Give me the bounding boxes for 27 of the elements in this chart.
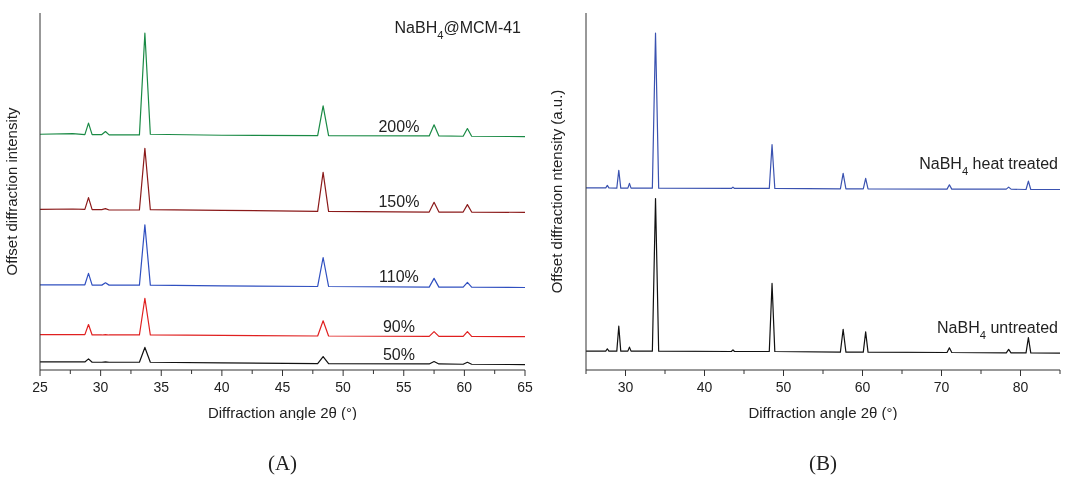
y-axis-title: Offset diffraction intensity (3, 107, 21, 276)
series-label: 150% (378, 193, 420, 211)
x-tick-label: 80 (1012, 379, 1029, 395)
x-tick-label: 55 (395, 379, 412, 395)
x-tick-label: 45 (274, 379, 291, 395)
series-label: 110% (379, 268, 419, 286)
series-label: 50% (382, 345, 415, 363)
x-tick-label: 65 (517, 379, 533, 395)
text: (B) (809, 451, 837, 475)
x-tick-label: 70 (933, 379, 950, 395)
x-tick-label: 50 (335, 379, 352, 395)
series-label: NaBH$_{4}$ heat treated (919, 155, 1058, 178)
x-tick-label: 60 (854, 379, 871, 395)
annotation: NaBH$_{4}$@MCM-41 (394, 19, 522, 41)
x-tick-label: 25 (32, 379, 48, 395)
y-axis-title: Offset diffraction ntensity (a.u.) (548, 89, 566, 294)
series-label: NaBH$_{4}$ untreated (937, 319, 1058, 342)
x-tick-label: 35 (153, 379, 170, 395)
x-tick-label: 40 (214, 379, 230, 395)
x-tick-label: 30 (92, 379, 109, 395)
x-tick-label: 30 (617, 379, 634, 395)
series-label: 90% (382, 317, 415, 335)
x-tick-label: 60 (456, 379, 473, 395)
text: (A) (267, 451, 298, 475)
x-tick-label: 50 (775, 379, 792, 395)
series-label: 200% (378, 117, 420, 135)
x-tick-label: 40 (696, 379, 713, 395)
